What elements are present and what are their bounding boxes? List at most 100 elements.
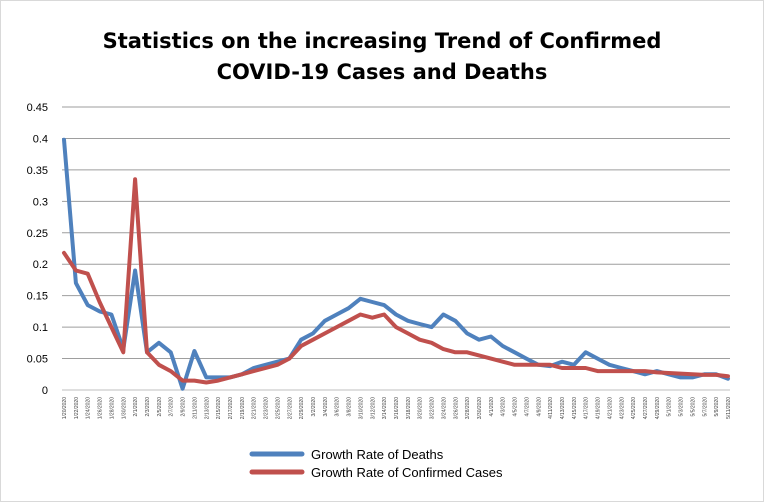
data-point-series-2 xyxy=(537,364,539,366)
data-point-series-2 xyxy=(217,379,219,382)
legend: Growth Rate of Deaths Growth Rate of Conf… xyxy=(249,447,503,480)
data-point-series-1 xyxy=(608,364,611,366)
data-point-series-2 xyxy=(170,370,172,372)
x-tick-label: 3/4/2020 xyxy=(323,397,329,417)
y-tick-label: 0.2 xyxy=(33,259,48,271)
data-point-series-2 xyxy=(668,372,670,374)
data-point-series-1 xyxy=(727,378,729,380)
x-tick-label: 5/5/2020 xyxy=(690,397,696,417)
data-point-series-2 xyxy=(525,364,528,366)
x-tick-label: 2/1/2020 xyxy=(133,397,139,417)
data-point-series-1 xyxy=(490,335,492,338)
x-tick-label: 4/5/2020 xyxy=(513,397,519,417)
data-point-series-2 xyxy=(241,373,243,375)
data-point-series-1 xyxy=(253,367,255,369)
x-tick-label: 1/22/2020 xyxy=(74,397,80,419)
x-tick-label: 4/13/2020 xyxy=(560,397,566,419)
x-tick-label: 4/23/2020 xyxy=(619,397,625,419)
data-point-series-1 xyxy=(442,313,445,316)
data-point-series-2 xyxy=(383,313,385,316)
data-point-series-2 xyxy=(146,351,148,353)
data-point-series-2 xyxy=(419,339,421,341)
data-point-series-2 xyxy=(691,373,694,375)
data-point-series-2 xyxy=(442,348,445,350)
x-tick-label: 3/20/2020 xyxy=(418,397,424,419)
data-point-series-1 xyxy=(478,339,480,341)
data-point-series-1 xyxy=(312,332,314,334)
data-point-series-2 xyxy=(549,364,551,366)
data-point-series-2 xyxy=(395,326,397,328)
data-point-series-1 xyxy=(336,313,338,316)
x-tick-label: 2/19/2020 xyxy=(240,397,246,419)
data-point-series-1 xyxy=(691,376,694,379)
data-point-series-2 xyxy=(561,367,563,369)
x-tick-label: 2/11/2020 xyxy=(192,397,198,419)
data-point-series-2 xyxy=(229,376,231,379)
x-tick-label: 3/24/2020 xyxy=(441,397,447,419)
chart-title: Statistics on the increasing Trend of Co… xyxy=(0,26,764,88)
data-point-series-1 xyxy=(454,320,456,322)
x-tick-label: 4/7/2020 xyxy=(524,397,530,417)
data-point-series-1 xyxy=(679,376,682,379)
data-point-series-1 xyxy=(502,345,504,347)
data-point-series-1 xyxy=(585,351,587,353)
data-point-series-2 xyxy=(193,379,196,382)
data-point-series-1 xyxy=(347,307,350,309)
data-point-series-1 xyxy=(561,361,563,363)
y-tick-label: 0.25 xyxy=(27,228,48,240)
x-tick-label: 2/29/2020 xyxy=(299,397,305,419)
x-tick-label: 2/5/2020 xyxy=(157,397,163,417)
data-point-series-2 xyxy=(300,345,302,347)
data-point-series-2 xyxy=(608,370,611,372)
x-tick-label: 4/29/2020 xyxy=(655,397,661,419)
data-point-series-2 xyxy=(288,357,290,360)
x-tick-label: 3/26/2020 xyxy=(453,397,459,419)
data-point-series-2 xyxy=(466,351,468,353)
data-point-series-1 xyxy=(110,313,113,316)
y-tick-label: 0.35 xyxy=(27,165,48,177)
data-point-series-2 xyxy=(359,313,362,316)
y-tick-label: 0 xyxy=(42,385,48,397)
x-tick-label: 5/3/2020 xyxy=(679,397,685,417)
x-tick-label: 3/14/2020 xyxy=(382,397,388,419)
data-point-series-1 xyxy=(383,304,385,306)
legend-label-1: Growth Rate of Deaths xyxy=(311,447,444,462)
x-tick-label: 2/17/2020 xyxy=(228,397,234,419)
data-point-series-1 xyxy=(300,339,302,341)
data-point-series-1 xyxy=(324,320,326,322)
data-point-series-2 xyxy=(727,375,729,377)
x-tick-label: 3/18/2020 xyxy=(406,397,412,419)
x-tick-label: 3/2/2020 xyxy=(311,397,317,417)
x-tick-label: 3/8/2020 xyxy=(347,397,353,417)
x-tick-label: 3/6/2020 xyxy=(335,397,341,417)
x-tick-label: 5/1/2020 xyxy=(667,397,673,417)
data-point-series-1 xyxy=(63,139,65,141)
y-tick-label: 0.3 xyxy=(33,196,48,208)
x-tick-label: 4/3/2020 xyxy=(501,397,507,417)
x-tick-label: 1/26/2020 xyxy=(98,397,104,419)
data-point-series-1 xyxy=(75,282,77,284)
y-tick-label: 0.45 xyxy=(27,102,48,114)
chart-title-line-2: COVID-19 Cases and Deaths xyxy=(216,60,548,84)
data-point-series-2 xyxy=(585,367,587,369)
x-tick-label: 1/20/2020 xyxy=(62,397,68,419)
y-tick-label: 0.4 xyxy=(33,133,48,145)
series-line-2 xyxy=(62,177,730,385)
data-point-series-2 xyxy=(347,320,350,322)
data-point-series-1 xyxy=(466,332,468,334)
data-point-series-2 xyxy=(110,326,113,328)
x-tick-label: 3/30/2020 xyxy=(477,397,483,419)
data-point-series-2 xyxy=(407,332,409,334)
x-tick-label: 5/7/2020 xyxy=(702,397,708,417)
data-point-series-2 xyxy=(620,370,622,372)
x-tick-label: 4/1/2020 xyxy=(489,397,495,417)
x-tick-label: 1/24/2020 xyxy=(86,397,92,419)
x-tick-label: 2/7/2020 xyxy=(169,397,175,417)
data-point-series-2 xyxy=(513,364,516,366)
data-point-series-1 xyxy=(371,301,373,303)
data-point-series-1 xyxy=(170,351,172,353)
data-point-series-2 xyxy=(158,364,160,366)
x-tick-label: 3/12/2020 xyxy=(370,397,376,419)
